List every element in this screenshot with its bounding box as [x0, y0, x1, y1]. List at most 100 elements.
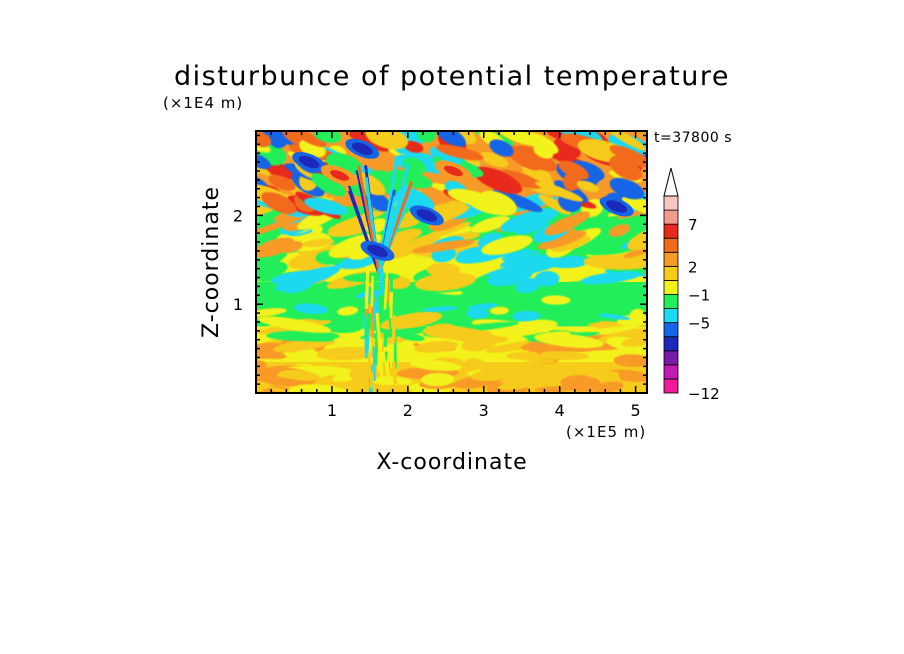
- field-blob: [629, 308, 645, 320]
- contour-field: [256, 131, 647, 393]
- field-blob: [256, 153, 271, 170]
- plume-streak: [387, 304, 392, 333]
- field-blob: [337, 306, 359, 316]
- colorbar-extend-arrow: [663, 167, 679, 197]
- plot-area: 1 2 3 4 5 1 2: [233, 130, 648, 420]
- field-blob: [435, 144, 484, 161]
- field-blob: [280, 241, 303, 253]
- field-blob: [302, 238, 335, 248]
- field-blob: [327, 220, 377, 237]
- plume-streak: [370, 275, 374, 307]
- colorbar-swatch: [663, 251, 679, 267]
- colorbar-swatch: [663, 195, 679, 211]
- field-blob: [586, 371, 620, 379]
- field-blob: [560, 375, 601, 392]
- field-blob: [313, 131, 342, 144]
- field-blob: [517, 370, 562, 382]
- field-blob: [597, 313, 631, 320]
- field-blob: [538, 230, 587, 250]
- plume-streak: [391, 361, 398, 385]
- field-blob: [609, 145, 647, 168]
- field-blob: [467, 303, 498, 311]
- field-blob: [489, 139, 514, 157]
- field-blob: [558, 160, 589, 180]
- plume-streak: [373, 302, 377, 323]
- field-blob: [256, 261, 288, 282]
- colorbar-label: −1: [688, 287, 710, 305]
- plume-streak: [364, 313, 371, 339]
- field-blob: [421, 372, 455, 387]
- field-blob: [500, 254, 561, 269]
- colorbar-label: 2: [688, 258, 698, 276]
- plot-frame: [255, 130, 648, 394]
- plume-streak: [369, 371, 374, 388]
- field-blob: [261, 192, 297, 215]
- field-blob: [544, 214, 585, 236]
- field-blob: [256, 141, 271, 153]
- field-blob: [422, 306, 458, 312]
- x-tick-label: 2: [403, 401, 413, 420]
- colorbar-swatch: [663, 223, 679, 239]
- field-blob: [348, 132, 389, 152]
- field-blob: [501, 246, 542, 262]
- field-blob: [479, 152, 509, 168]
- colorbar-label: −12: [688, 385, 720, 403]
- field-blob: [274, 265, 341, 291]
- field-blob: [293, 303, 328, 315]
- field-blob: [300, 135, 326, 148]
- colorbar-swatch: [663, 280, 679, 295]
- field-blob: [402, 157, 426, 175]
- cold-core-inner: [606, 200, 628, 213]
- colorbar: −12−5−127: [663, 167, 720, 403]
- colorbar-swatch: [663, 265, 679, 281]
- field-blob: [497, 170, 544, 189]
- cold-core-inner: [416, 209, 438, 222]
- colorbar-swatch: [663, 294, 679, 309]
- colorbar-label: −5: [688, 315, 710, 333]
- colorbar-swatch: [663, 237, 679, 253]
- field-blob: [470, 216, 510, 234]
- field-blob: [500, 208, 559, 233]
- field-blob: [294, 347, 318, 361]
- field-blob: [605, 131, 647, 151]
- field-blob: [551, 235, 591, 253]
- plume-streak: [367, 353, 372, 379]
- plume-streak: [388, 346, 393, 369]
- plume-streak: [364, 266, 370, 309]
- field-blob: [473, 166, 523, 194]
- field-blob: [257, 316, 332, 333]
- field-blob: [558, 312, 611, 326]
- chart-title: disturbunce of potential temperature: [174, 61, 730, 92]
- plume-streak: [383, 331, 388, 347]
- field-blob: [304, 197, 348, 215]
- field-blob: [266, 330, 340, 342]
- field-blob: [256, 252, 288, 264]
- field-blob: [534, 386, 570, 393]
- field-blob: [504, 145, 542, 171]
- y-unit-label: (×1E4 m): [163, 94, 243, 112]
- field-blob: [417, 131, 437, 143]
- field-blob: [535, 181, 584, 202]
- field-blob: [576, 180, 599, 193]
- colorbar-label: 7: [688, 216, 698, 234]
- y-axis-label: Z-coordinate: [199, 186, 224, 338]
- warm-core-inner: [444, 165, 463, 177]
- axis-ticks: 1 2 3 4 5 1 2: [233, 131, 647, 420]
- cold-core-inner: [298, 155, 320, 169]
- colorbar-swatch: [663, 350, 679, 366]
- warm-core-inner: [330, 170, 349, 181]
- field-blob: [586, 325, 638, 335]
- field-blob: [541, 295, 571, 305]
- plume-streak: [385, 350, 391, 373]
- field-blob: [580, 271, 642, 285]
- plume-streak: [372, 346, 376, 381]
- field-blob: [621, 196, 647, 216]
- field-blob: [533, 352, 589, 360]
- field-blob: [583, 254, 647, 270]
- field-blob: [534, 270, 560, 287]
- field-blob: [422, 326, 489, 340]
- field-blob: [280, 370, 321, 381]
- field-blob: [613, 354, 647, 367]
- field-blob: [435, 131, 466, 148]
